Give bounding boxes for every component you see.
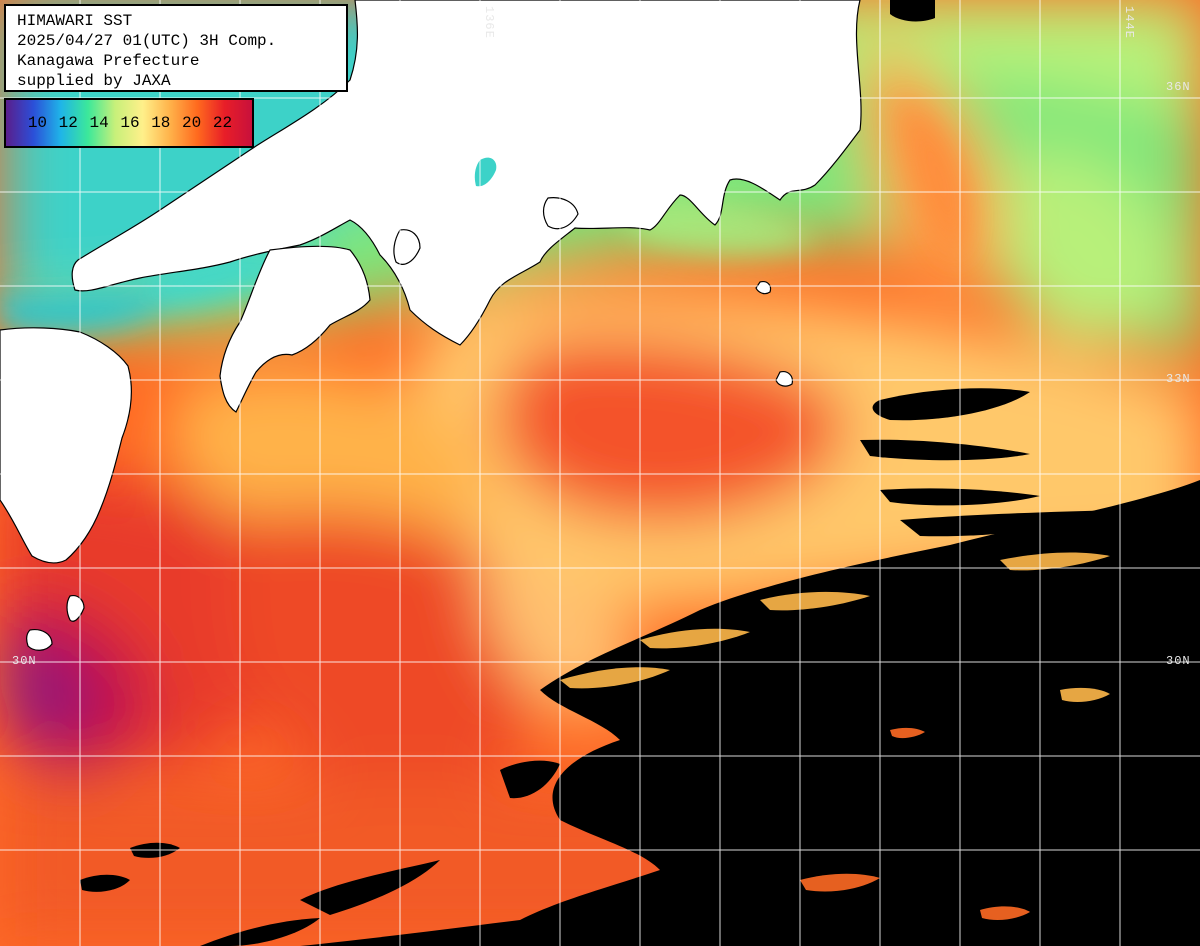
legend-tick: 18 bbox=[151, 114, 171, 132]
lat-label-33n: 33N bbox=[1166, 372, 1191, 386]
data-credit: supplied by JAXA bbox=[17, 72, 171, 90]
observation-time: 2025/04/27 01(UTC) 3H Comp. bbox=[17, 32, 277, 50]
lon-label-136e: 136E bbox=[482, 6, 496, 39]
product-title: HIMAWARI SST bbox=[17, 12, 133, 30]
legend-tick: 10 bbox=[27, 114, 48, 132]
cloud-mask bbox=[80, 0, 1200, 946]
legend-tick: 20 bbox=[182, 114, 202, 132]
legend-tick: 12 bbox=[58, 114, 78, 132]
land bbox=[0, 0, 862, 651]
legend-tick: 22 bbox=[212, 114, 233, 132]
cloud-edge-speckle bbox=[560, 552, 1110, 702]
lat-label-30n-left: 30N bbox=[12, 654, 37, 668]
legend-tick: 14 bbox=[89, 114, 109, 132]
info-box: HIMAWARI SST 2025/04/27 01(UTC) 3H Comp.… bbox=[4, 4, 348, 92]
publisher: Kanagawa Prefecture bbox=[17, 52, 200, 70]
lat-label-36n: 36N bbox=[1166, 80, 1191, 94]
temperature-legend: 10 12 14 16 18 20 22 bbox=[4, 98, 254, 148]
lat-label-30n-right: 30N bbox=[1166, 654, 1191, 668]
lon-label-144e: 144E bbox=[1122, 6, 1136, 39]
warm-speckle bbox=[800, 727, 1030, 920]
legend-tick: 16 bbox=[120, 114, 140, 132]
